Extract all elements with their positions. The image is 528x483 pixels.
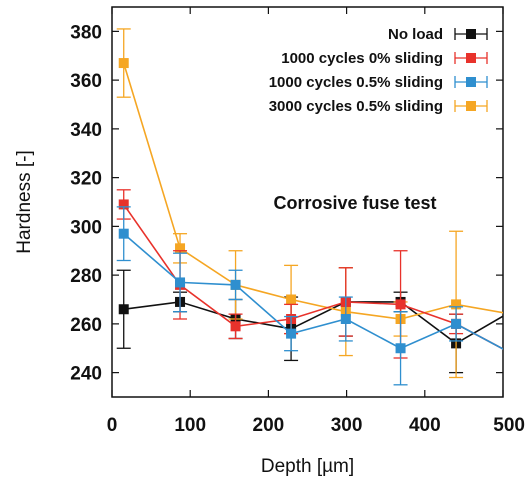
legend-label-3: 3000 cycles 0.5% sliding [269,98,443,115]
y-tick-label: 360 [70,71,102,92]
y-axis-title: Hardness [-] [14,150,35,253]
data-point [175,277,186,288]
y-tick-label: 340 [70,120,102,141]
x-tick-label: 500 [493,415,525,436]
x-axis-title: Depth [µm] [261,456,354,477]
x-tick-label: 100 [174,415,206,436]
y-tick-label: 300 [70,217,102,238]
x-axis-ticks: 0 100 200 300 400 500 [107,7,525,436]
y-tick-label: 280 [70,266,102,287]
series-line [123,203,503,350]
legend-marker [466,53,476,63]
data-point [118,58,129,69]
legend: No load 1000 cycles 0% sliding 1000 cycles… [269,26,488,115]
series-line [123,301,503,345]
data-point [118,304,129,315]
data-point [230,321,241,332]
data-point [286,294,297,305]
legend-label-2: 1000 cycles 0.5% sliding [269,74,443,91]
y-tick-label: 260 [70,315,102,336]
data-point [395,299,406,310]
y-tick-label: 380 [70,22,102,43]
series-layer [116,28,503,386]
y-tick-label: 240 [70,364,102,385]
data-point [395,343,406,354]
series-2 [116,206,503,386]
data-point [340,314,351,324]
legend-marker [466,77,476,87]
series-line [122,62,503,320]
series-line [123,233,503,350]
annotation-corrosive-fuse-test: Corrosive fuse test [273,193,436,213]
x-tick-label: 0 [107,415,118,436]
x-tick-label: 300 [331,415,363,436]
x-tick-label: 400 [409,415,441,436]
data-point [175,243,186,254]
y-tick-label: 320 [70,169,102,190]
data-point [451,318,462,329]
data-point [286,328,297,339]
data-point [230,279,241,290]
data-point [118,199,129,210]
data-point [451,299,462,310]
plot-frame [111,6,504,398]
y-axis-ticks: 240 260 280 300 320 340 360 380 [70,22,503,385]
x-tick-label: 200 [253,415,285,436]
legend-marker [466,101,476,111]
legend-label-1: 1000 cycles 0% sliding [281,50,443,67]
series-1 [116,189,503,359]
legend-marker [466,29,476,39]
data-point [118,228,129,239]
legend-label-0: No load [388,26,443,43]
